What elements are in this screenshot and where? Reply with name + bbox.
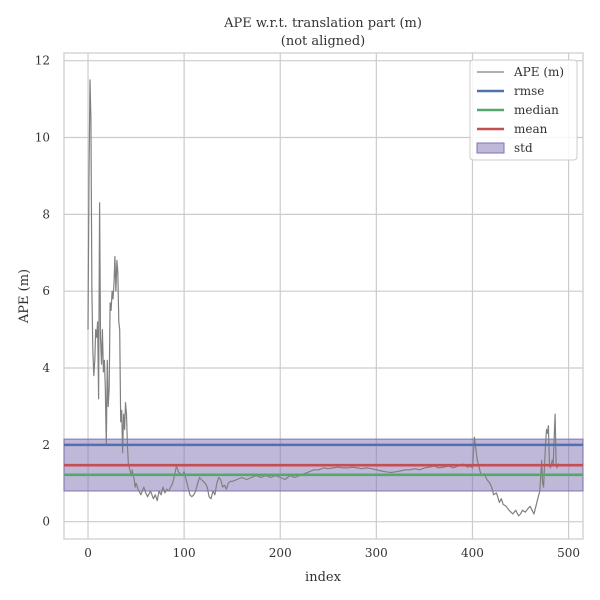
- y-axis-label: APE (m): [17, 269, 32, 324]
- ape-series-line: [87, 79, 559, 517]
- legend-label: rmse: [514, 84, 544, 98]
- legend-label: APE (m): [513, 65, 564, 79]
- series-layer: [87, 79, 559, 517]
- y-tick-label: 4: [42, 361, 50, 375]
- x-tick-label: 500: [557, 546, 580, 560]
- legend-std-swatch: [476, 142, 505, 154]
- legend: APE (m) rmse median mean std: [469, 59, 578, 161]
- x-tick-label: 200: [269, 546, 292, 560]
- chart-subtitle: (not aligned): [281, 34, 365, 49]
- x-tick-label: 400: [461, 546, 484, 560]
- stats-layer: [64, 443, 583, 477]
- chart-title: APE w.r.t. translation part (m): [223, 16, 422, 31]
- y-tick-label: 10: [35, 131, 50, 145]
- legend-label: median: [514, 103, 559, 117]
- tick-labels: 0 100 200 300 400 500 0 2 4 6 8 10 12: [35, 54, 580, 560]
- y-tick-label: 8: [42, 207, 50, 221]
- x-tick-label: 100: [173, 546, 196, 560]
- y-tick-label: 0: [42, 515, 50, 529]
- x-axis-label: index: [305, 570, 342, 585]
- legend-label: mean: [514, 122, 548, 136]
- x-tick-label: 300: [365, 546, 388, 560]
- y-tick-label: 2: [42, 438, 50, 452]
- legend-label: std: [514, 141, 533, 155]
- x-tick-label: 0: [84, 546, 92, 560]
- y-tick-label: 12: [35, 54, 50, 68]
- legend-box: [469, 59, 578, 161]
- y-tick-label: 6: [42, 284, 50, 298]
